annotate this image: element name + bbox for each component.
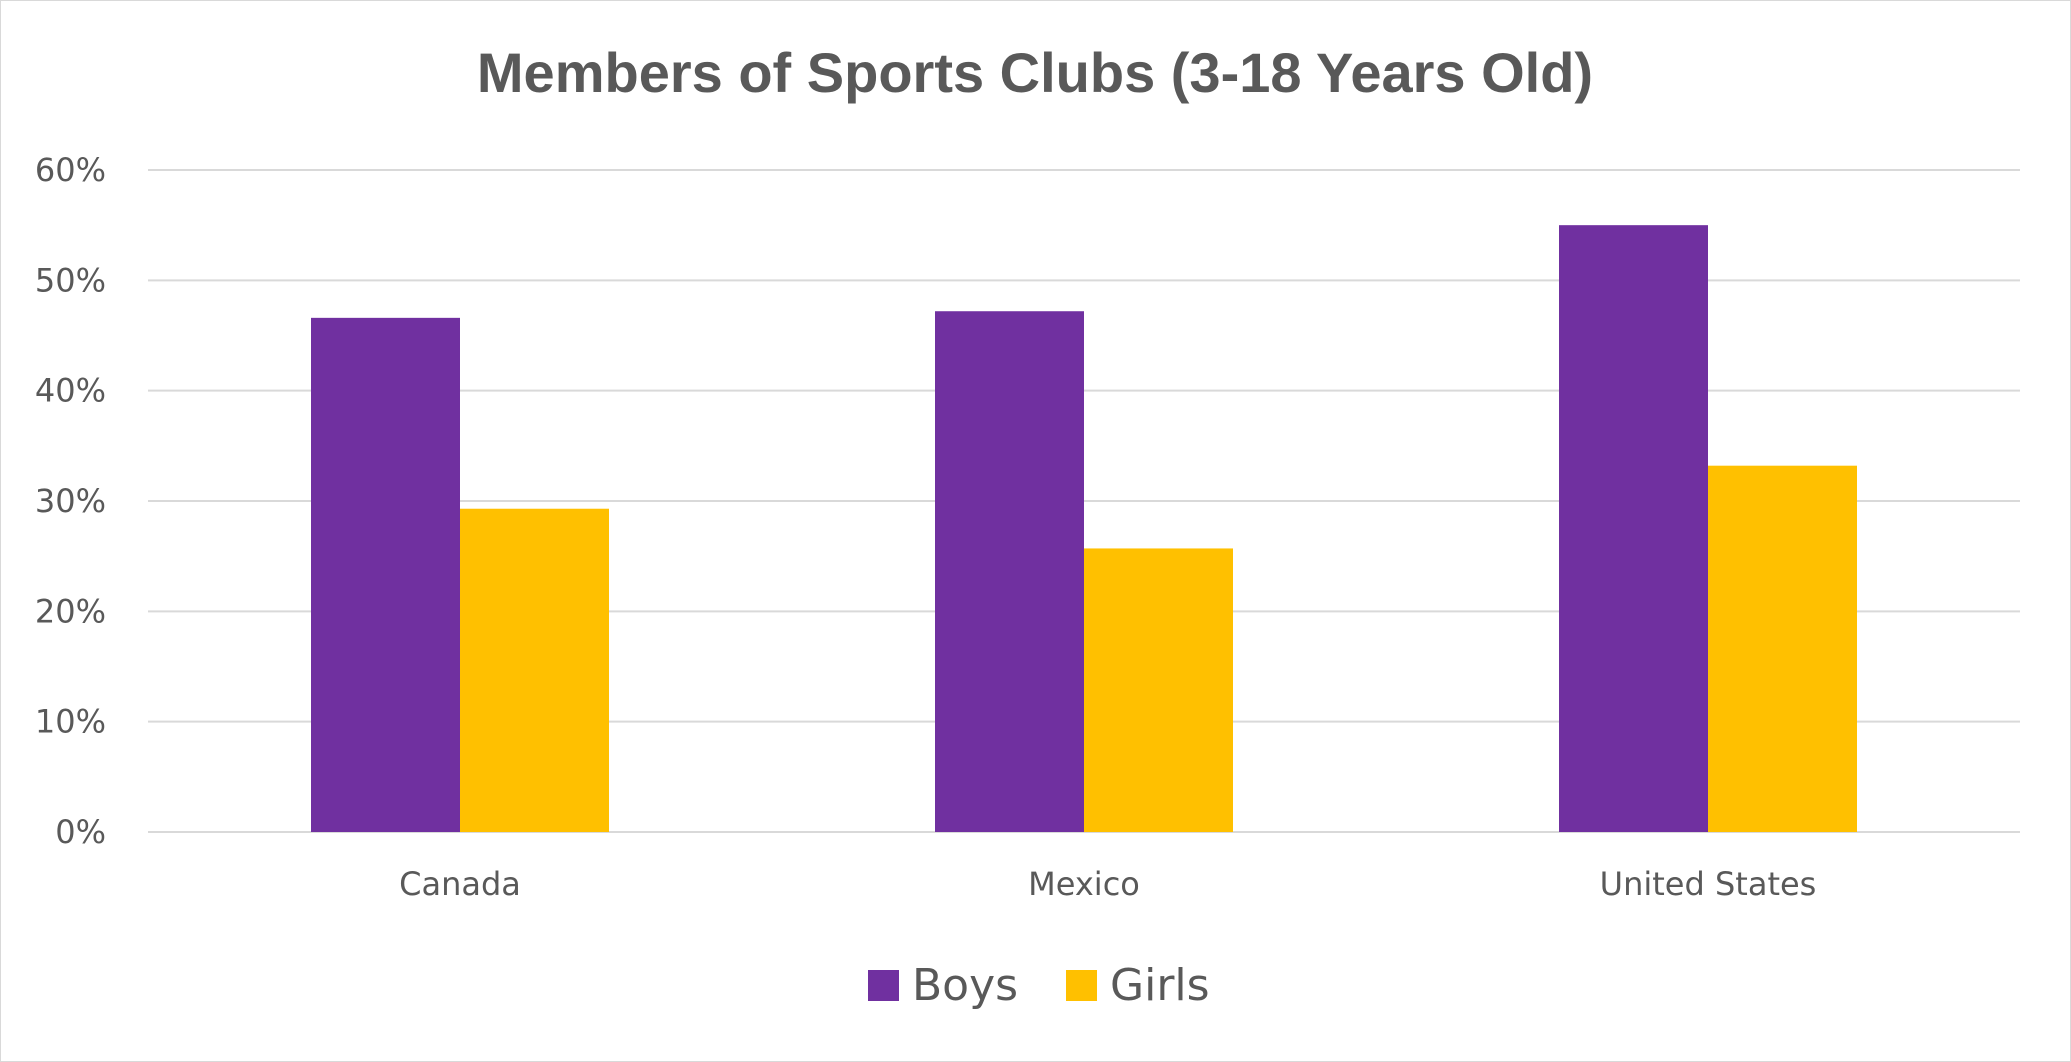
bar-girls-mexico <box>1084 548 1233 832</box>
legend-swatch-girls <box>1066 970 1097 1001</box>
bars <box>311 225 1857 832</box>
y-tick-label: 50% <box>35 261 106 299</box>
bar-boys-canada <box>311 317 460 832</box>
y-tick-label: 30% <box>35 482 106 520</box>
y-axis-ticks: 0% 10% 20% 30% 40% 50% 60% <box>35 151 106 851</box>
y-tick-label: 40% <box>35 372 106 410</box>
y-tick-label: 20% <box>35 592 106 630</box>
bar-girls-united-states <box>1708 465 1857 832</box>
chart-title: Members of Sports Clubs (3-18 Years Old) <box>477 41 1593 104</box>
y-tick-label: 60% <box>35 151 106 189</box>
x-tick-label: Mexico <box>1028 865 1140 903</box>
legend-label-boys: Boys <box>912 960 1018 1011</box>
x-axis-ticks: Canada Mexico United States <box>399 865 1816 903</box>
x-tick-label: United States <box>1600 865 1817 903</box>
bar-girls-canada <box>460 508 609 832</box>
y-tick-label: 10% <box>35 703 106 741</box>
x-tick-label: Canada <box>399 865 521 903</box>
legend: Boys Girls <box>868 960 1210 1011</box>
bar-boys-united-states <box>1559 225 1708 832</box>
legend-label-girls: Girls <box>1110 960 1210 1011</box>
bar-boys-mexico <box>935 311 1084 832</box>
y-tick-label: 0% <box>55 813 106 851</box>
legend-swatch-boys <box>868 970 899 1001</box>
